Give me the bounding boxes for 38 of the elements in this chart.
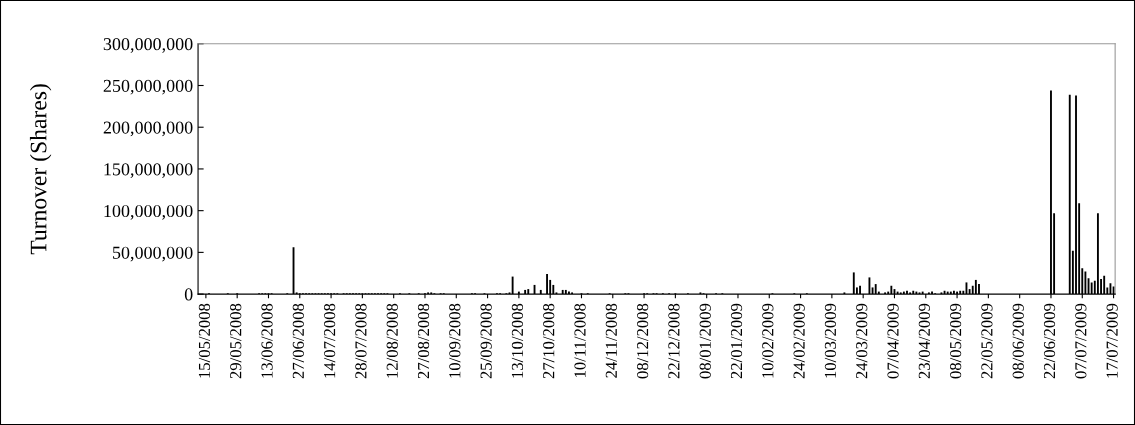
x-tick-label: 23/04/2009 <box>918 303 930 379</box>
x-tick-label: 10/03/2009 <box>824 303 837 378</box>
x-tick-label: 13/10/2008 <box>511 303 524 378</box>
x-tick-label: 14/07/2008 <box>324 303 336 378</box>
x-tick-label: 08/05/2009 <box>950 303 962 379</box>
x-tick-label: 17/07/2009 <box>1106 303 1118 378</box>
x-tick-label: 10/09/2008 <box>449 303 461 378</box>
x-tick-label: 08/01/2009 <box>699 303 711 379</box>
x-tick-label: 12/08/2008 <box>386 303 398 378</box>
x-tick-label: 08/06/2009 <box>1012 303 1024 379</box>
y-tick-label: 200,000,000 <box>103 121 193 137</box>
x-tick-label: 22/06/2009 <box>1043 303 1056 379</box>
x-tick-label: 28/07/2008 <box>355 303 367 379</box>
x-tick-label: 10/02/2009 <box>762 303 774 378</box>
x-tick-label: 10/11/2008 <box>574 303 586 377</box>
y-tick-label: 100,000,000 <box>104 204 193 220</box>
x-tick-label: 24/11/2008 <box>605 303 617 378</box>
x-tick-label: 27/10/2008 <box>543 303 555 379</box>
x-tick-label: 27/06/2008 <box>292 303 304 379</box>
x-tick-label: 07/07/2009 <box>1075 303 1087 379</box>
x-tick-label: 29/05/2008 <box>230 303 242 379</box>
y-axis-title: Turnover (Shares) <box>29 84 52 255</box>
x-tick-label: 24/02/2009 <box>793 303 805 379</box>
x-tick-label: 27/08/2008 <box>417 303 430 379</box>
y-tick-label: 150,000,000 <box>104 163 193 178</box>
x-tick-label: 22/12/2008 <box>668 303 680 379</box>
y-tick-label: 250,000,000 <box>103 79 193 95</box>
x-tick-label: 08/12/2008 <box>637 303 649 379</box>
x-tick-label: 25/09/2008 <box>480 303 492 379</box>
x-tick-label: 22/05/2009 <box>981 303 993 379</box>
x-tick-label: 13/06/2008 <box>261 303 273 378</box>
x-tick-label: 24/03/2009 <box>856 303 868 379</box>
x-tick-label: 22/01/2009 <box>730 303 743 379</box>
y-tick-label: 0 <box>184 288 193 301</box>
x-tick-label: 15/05/2008 <box>198 303 211 378</box>
y-tick-label: 300,000,000 <box>103 38 193 53</box>
x-tick-label: 07/04/2009 <box>887 303 899 379</box>
y-tick-label: 50,000,000 <box>113 246 193 262</box>
